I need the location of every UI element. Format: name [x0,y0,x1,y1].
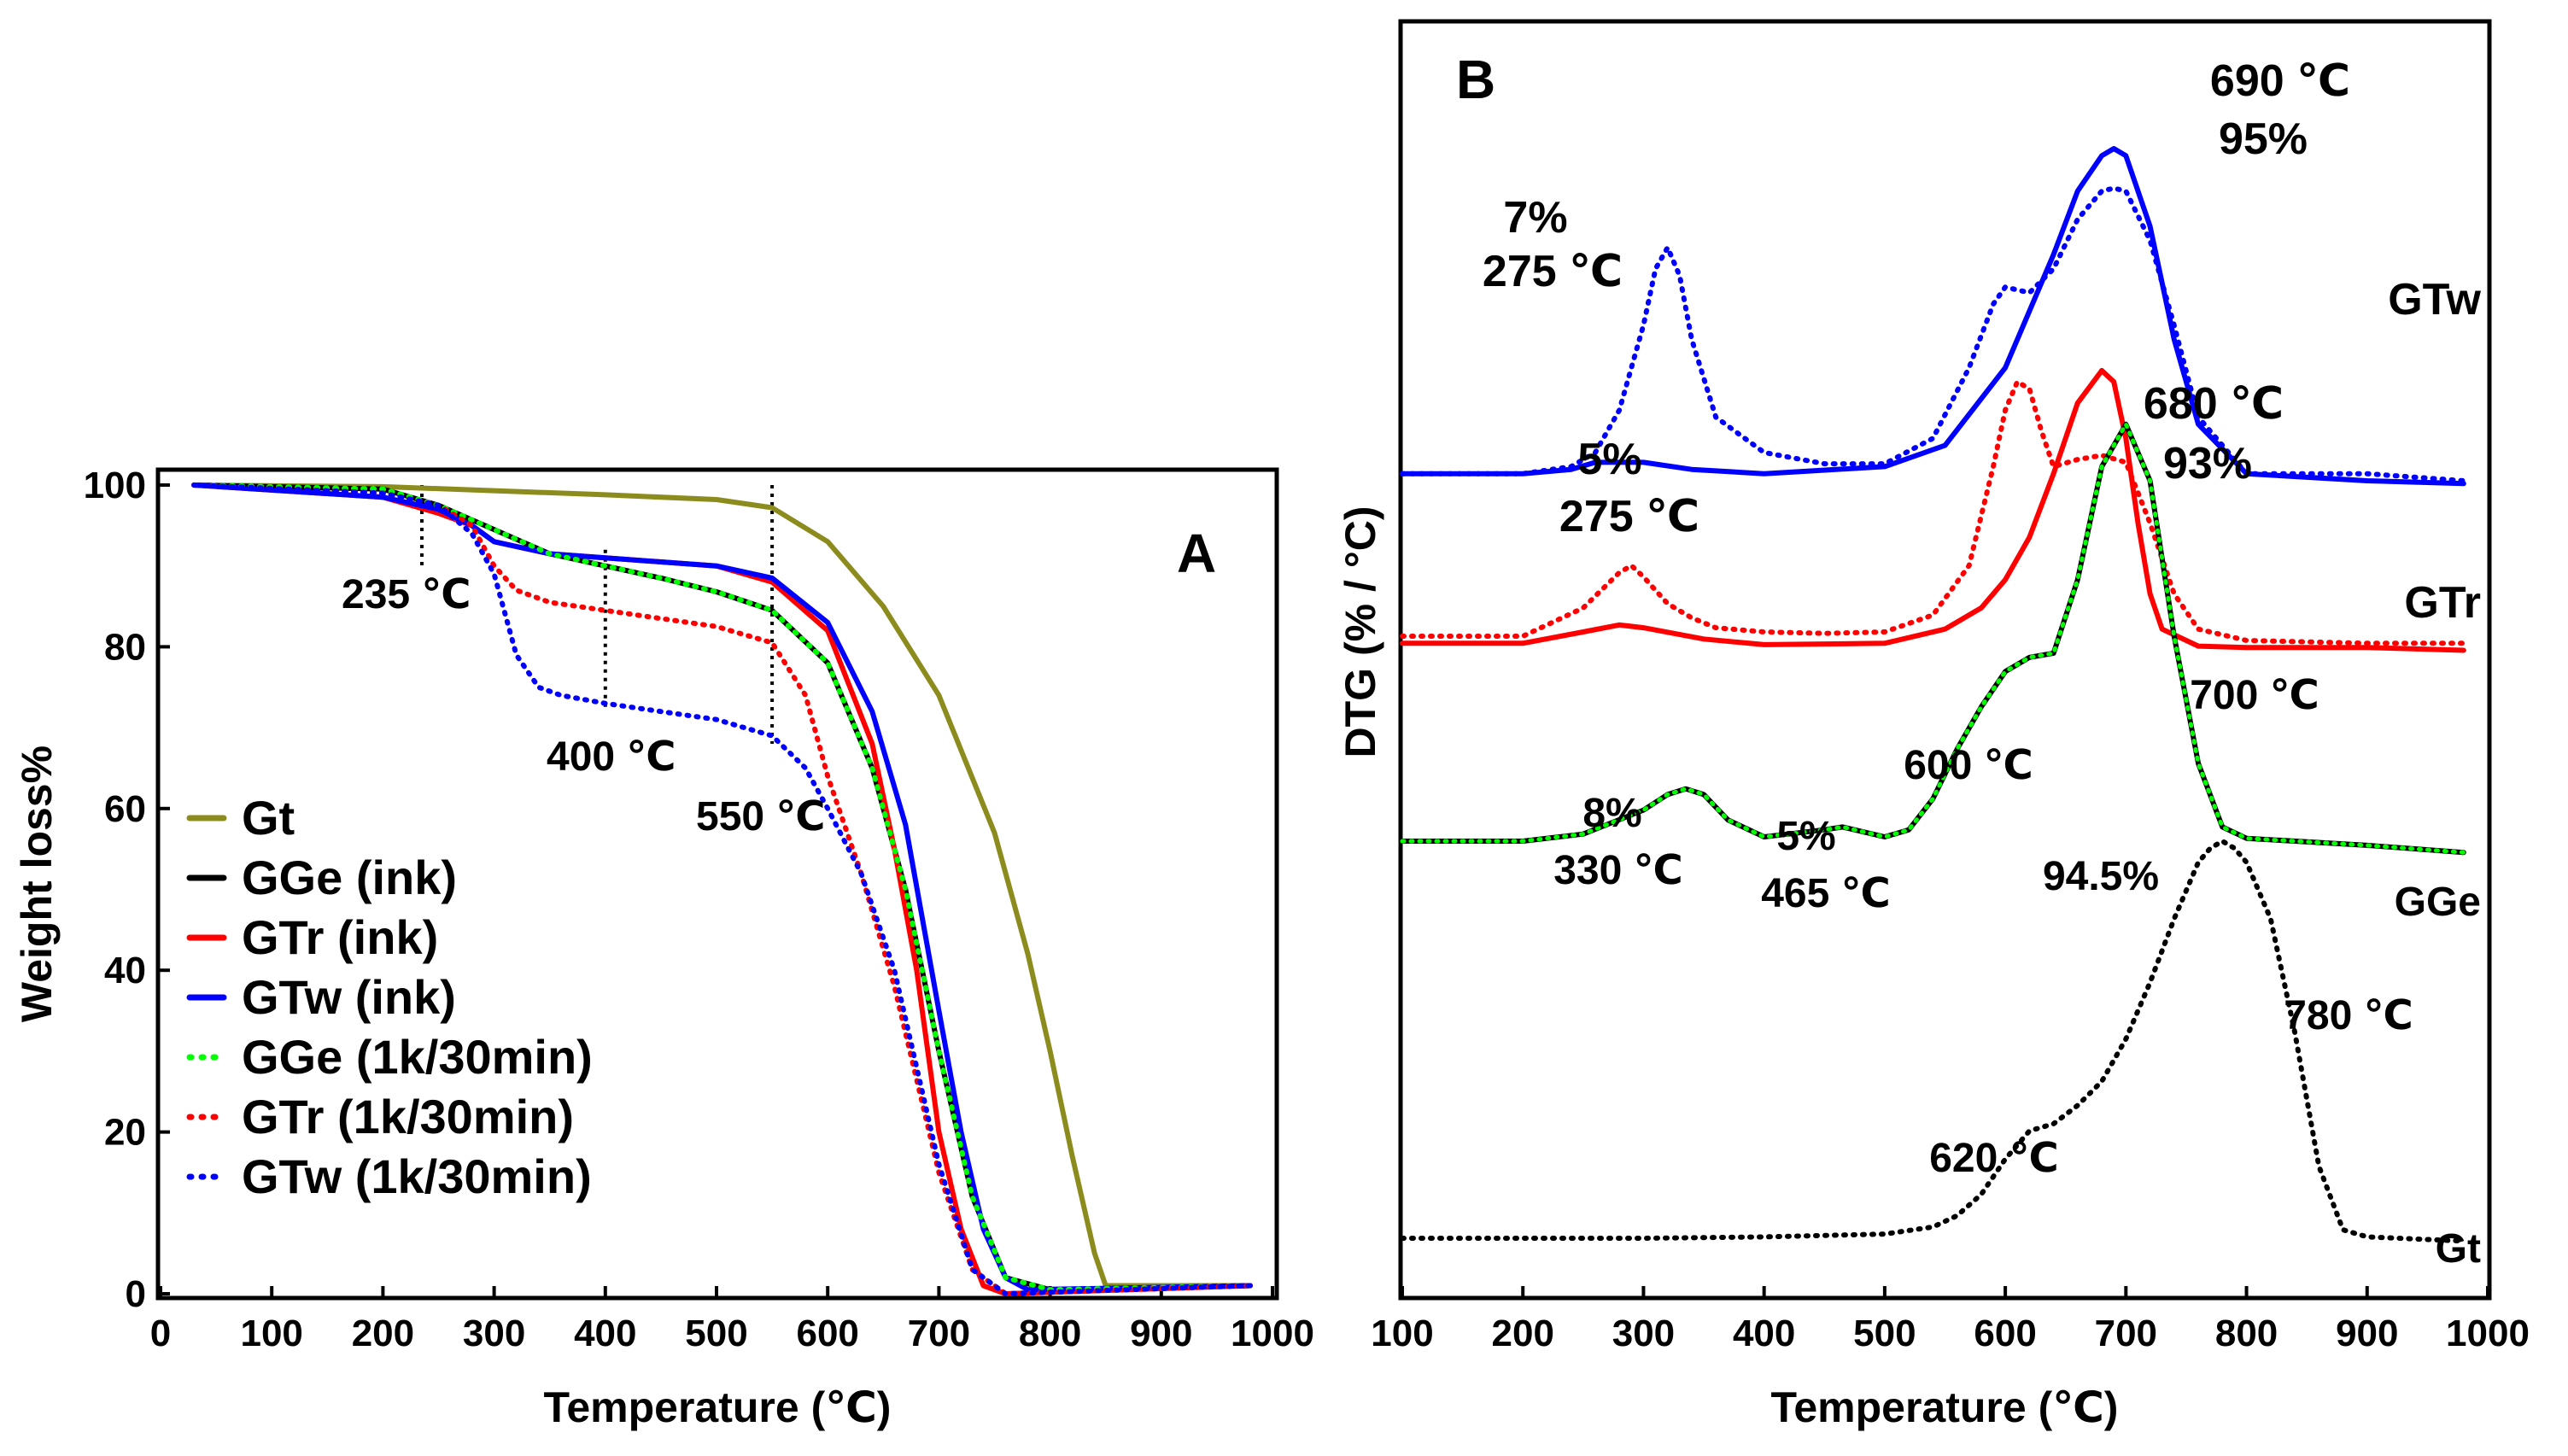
legend-label: GGe (ink) [242,851,457,904]
panel-b-letter: B [1456,49,1495,110]
x-tick-label: 900 [2336,1313,2398,1354]
legend-item-gtr-1k-30min: GTr (1k/30min) [186,1090,574,1143]
legend-item-gt: Gt [186,791,295,845]
series-label-gtr: GTr [2404,578,2481,628]
x-tick-label: 200 [352,1313,414,1354]
x-tick-label: 800 [2215,1313,2278,1354]
x-tick-label: 500 [685,1313,747,1354]
panel-a: 0 100 200 300 400 500 600 700 800 900 1000 0 20 40 60 8… [13,465,1314,1431]
annotation-gtr-5pct: 5% [1577,435,1641,484]
x-tick-label: 300 [463,1313,525,1354]
legend-item-gtw-1k-30min: GTw (1k/30min) [186,1149,592,1203]
x-tick-label: 0 [150,1313,171,1354]
panel-a-letter: A [1177,523,1216,584]
legend-label: GTw (1k/30min) [242,1149,592,1203]
panel-b-y-axis-title: DTG (% / °C) [1337,506,1384,758]
annotation-gtw-95pct: 95% [2219,114,2308,164]
annotation-gtw-7pct: 7% [1503,193,1567,243]
series-label-gtw: GTw [2388,275,2481,325]
x-tick-label: 800 [1019,1313,1081,1354]
annotation-550C: 550 ℃ [696,794,826,839]
y-tick-label: 40 [104,950,146,991]
annotation-gtw-275C: 275 ℃ [1483,247,1623,296]
legend-item-gtw-ink: GTw (ink) [186,970,456,1024]
legend: Gt GGe (ink) GTr (ink) GTw (ink) GGe (1k/30m… [186,791,593,1203]
legend-item-gge-ink: GGe (ink) [186,851,457,904]
annotation-400C: 400 ℃ [547,734,676,780]
x-tick-label: 100 [1371,1313,1433,1354]
panel-a-ticks: 0 100 200 300 400 500 600 700 800 900 1000 0 20 40 60 8… [84,465,1314,1354]
annotation-gtr-680C: 680 ℃ [2144,379,2284,429]
panel-a-guide-lines [419,485,775,745]
x-tick-label: 600 [796,1313,858,1354]
y-tick-label: 60 [104,788,146,830]
panel-b-frame [1398,19,2492,1301]
series-gge-1k-30min [191,482,1253,1293]
panel-a-y-axis-title: Weight loss% [13,746,61,1022]
dtg-gge-ink [1400,421,2466,856]
series-gt [191,482,1253,1289]
x-tick-label: 100 [240,1313,302,1354]
series-label-gge: GGe [2395,880,2481,925]
annotation-gtr-93pct: 93% [2163,439,2252,488]
legend-label: Gt [242,791,295,845]
x-tick-label: 300 [1612,1313,1675,1354]
x-tick-label: 600 [1974,1313,2036,1354]
annotation-gge-465C: 465 ℃ [1761,871,1891,916]
y-tick-label: 80 [104,626,146,668]
legend-item-gtr-ink: GTr (ink) [186,910,438,964]
x-tick-label: 1000 [2446,1313,2530,1354]
dtg-gtw-dotted [1400,185,2466,483]
legend-label: GGe (1k/30min) [242,1030,593,1084]
panel-b-ticks: 100 200 300 400 500 600 700 800 900 1000 [1371,1286,2530,1354]
dtg-gt-dotted [1400,838,2466,1244]
annotation-gtw-690C: 690 ℃ [2210,56,2350,106]
x-tick-label: 700 [908,1313,970,1354]
legend-label: GTr (1k/30min) [242,1090,574,1143]
x-tick-label: 900 [1130,1313,1192,1354]
annotation-gge-330C: 330 ℃ [1553,848,1683,893]
y-tick-label: 0 [126,1273,146,1315]
annotation-gge-600C: 600 ℃ [1904,743,2033,788]
annotation-gge-5pct: 5% [1776,814,1835,859]
x-tick-label: 200 [1492,1313,1554,1354]
x-tick-label: 700 [2095,1313,2157,1354]
panel-b: 100 200 300 400 500 600 700 800 900 1000 B GTw GT… [1337,19,2530,1431]
legend-label: GTr (ink) [242,910,438,964]
panel-a-series [191,482,1253,1296]
x-tick-label: 1000 [1231,1313,1314,1354]
annotation-gge-700C: 700 ℃ [2190,673,2319,718]
legend-item-gge-1k-30min: GGe (1k/30min) [186,1030,593,1084]
dtg-gtw-ink [1400,146,2466,487]
series-gtw-1k-30min [191,482,1253,1296]
x-tick-label: 500 [1853,1313,1916,1354]
annotation-gt-780C: 780 ℃ [2284,993,2413,1038]
y-tick-label: 20 [104,1112,146,1154]
panel-b-series [1400,146,2466,1244]
annotation-gge-8pct: 8% [1582,791,1641,836]
dtg-gtr-ink [1400,367,2466,653]
panel-b-x-axis-title: Temperature (℃) [1771,1383,2119,1431]
series-label-gt: Gt [2436,1226,2481,1272]
annotation-235C: 235 ℃ [342,572,471,617]
panel-a-x-axis-title: Temperature (℃) [544,1383,892,1431]
annotation-gtr-275C: 275 ℃ [1559,492,1699,541]
x-tick-label: 400 [1733,1313,1795,1354]
legend-label: GTw (ink) [242,970,456,1024]
series-gtr-1k-30min [191,482,1253,1296]
x-tick-label: 400 [574,1313,636,1354]
annotation-gge-94-5pct: 94.5% [2043,854,2159,899]
y-tick-label: 100 [84,465,146,506]
annotation-gt-620C: 620 ℃ [1929,1136,2059,1181]
